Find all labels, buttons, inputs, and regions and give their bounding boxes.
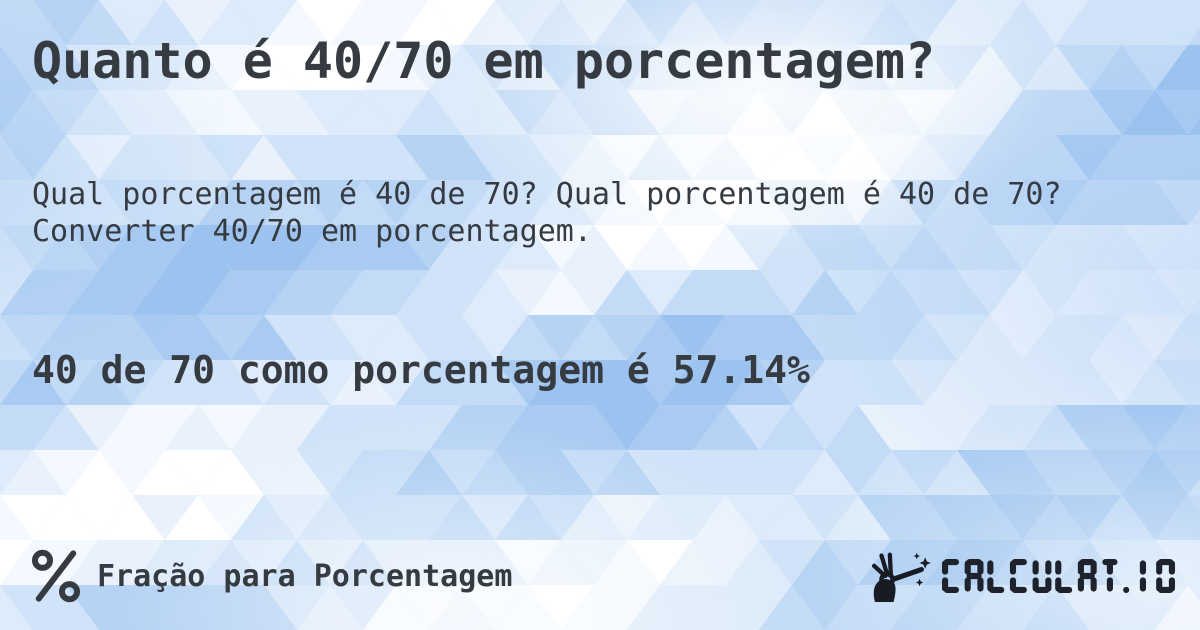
percent-icon [32,549,80,603]
question-text: Qual porcentagem é 40 de 70? Qual porcen… [32,177,1062,249]
page-title: Quanto é 40/70 em porcentagem? [32,32,936,90]
answer-text: 40 de 70 como porcentagem é 57.14% [32,348,810,392]
magic-wand-hand-icon [870,550,932,602]
brand-logo [870,550,1175,602]
category-label: Fração para Porcentagem [97,558,513,594]
category-lockup: Fração para Porcentagem [32,549,512,603]
brand-logo-text [942,559,1175,593]
footer: Fração para Porcentagem [32,548,1175,604]
